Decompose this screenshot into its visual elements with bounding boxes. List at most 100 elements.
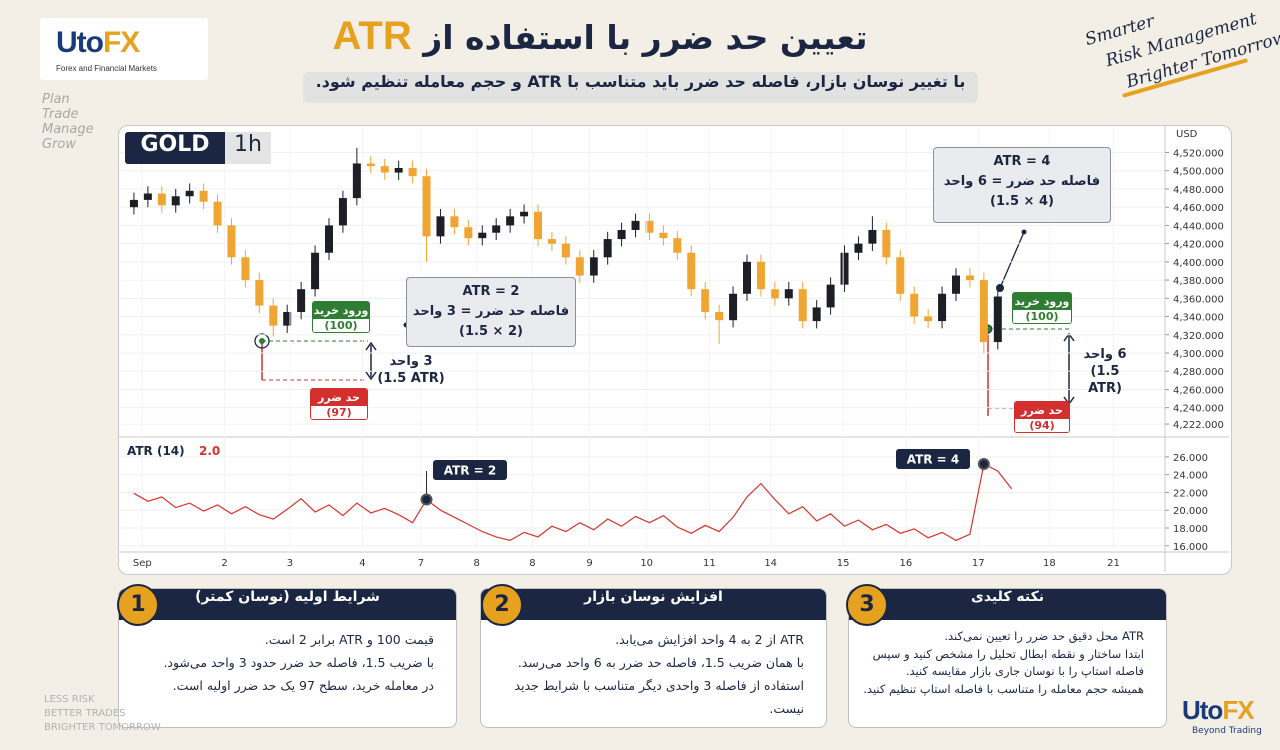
title: تعیین حد ضرر با استفاده از ATR: [300, 14, 900, 59]
symbol-badge: GOLD: [125, 132, 225, 164]
candle-body: [185, 190, 194, 197]
y-tick-label: 4,420.000: [1173, 240, 1224, 251]
candle-body: [325, 225, 333, 253]
info-line: (1.5 × 4): [990, 194, 1054, 209]
info-line: فاصله حد ضرر = 6 واحد: [943, 174, 1101, 189]
candle-body: [603, 239, 612, 258]
x-tick-label: 16: [899, 558, 912, 569]
brand-main: Uto: [1182, 695, 1223, 725]
y-tick-label: 4,260.000: [1173, 385, 1224, 396]
x-tick-label: Sep: [133, 558, 152, 569]
candle-body: [617, 229, 626, 240]
atr-point: [420, 493, 433, 506]
stop-label: حد ضرر: [311, 389, 367, 406]
info-line: (1.5 × 2): [459, 324, 523, 339]
y-tick-label: 4,280.000: [1173, 367, 1224, 378]
info-box: ATR = 4 فاصله حد ضرر = 6 واحد (1.5 × 4): [933, 147, 1111, 223]
candle-body: [534, 211, 542, 240]
card-line: استفاده از فاصله 3 واحدی دیگر متناسب با …: [514, 678, 804, 716]
side-word: Plan: [42, 92, 70, 107]
candle-body: [311, 252, 320, 290]
atr-line: [133, 463, 1013, 542]
distance-atr: (1.5 ATR): [377, 371, 445, 386]
x-tick-label: 14: [764, 558, 777, 569]
card-line: قیمت 100 و ATR برابر 2 است.: [264, 632, 434, 647]
card: نکته کلیدی ATR محل دقیق حد ضرر را تعیین …: [848, 588, 1167, 728]
y-unit: USD: [1176, 129, 1198, 140]
candle-body: [283, 311, 292, 326]
side-word: Trade: [42, 107, 79, 122]
candle-body: [450, 216, 459, 228]
callout-box: [433, 460, 507, 480]
candle-body: [255, 280, 264, 306]
card-title: نکته کلیدی: [849, 589, 1166, 620]
distance-label: 6 واحد (1.5 ATR): [1072, 346, 1138, 397]
card-line: در معامله خرید، سطح 97 یک حد ضرر اولیه ا…: [172, 678, 434, 693]
candle-body: [269, 305, 278, 326]
card-line: با ضریب 1.5، فاصله حد ضرر حدود 3 واحد می…: [163, 655, 434, 670]
candle-body: [979, 280, 988, 343]
entry-tag: ورود خرید (100): [312, 301, 370, 333]
candle-body: [826, 284, 835, 308]
candle-body: [464, 227, 473, 239]
candle-body: [478, 232, 487, 239]
info-line: ATR = 4: [993, 154, 1051, 169]
card-number: 2: [481, 584, 523, 626]
y-tick-label: 4,320.000: [1173, 331, 1224, 342]
card-line: ATR از 2 به 4 واحد افزایش می‌یابد.: [615, 632, 804, 647]
candle-body: [965, 275, 974, 281]
y-tick-label: 4,222.000: [1173, 420, 1224, 431]
y-tick-label: 4,440.000: [1173, 221, 1224, 232]
entry-value: (100): [1013, 310, 1071, 323]
candle-body: [784, 289, 793, 299]
candle-body: [143, 193, 152, 200]
card-number: 3: [846, 584, 888, 626]
x-tick-label: 7: [418, 558, 424, 569]
candle-body: [715, 311, 724, 321]
info-line: فاصله حد ضرر = 3 واحد: [412, 304, 570, 319]
candle-body: [520, 211, 529, 217]
entry-dot: [259, 338, 265, 344]
entry-label: ورود خرید: [1013, 293, 1071, 310]
logo-sub: Forex and Financial Markets: [56, 64, 157, 73]
logo-accent: FX: [102, 26, 140, 59]
entry-marker: [254, 333, 270, 349]
candle-body: [157, 193, 166, 206]
x-tick-label: 15: [837, 558, 850, 569]
y-tick-label: 4,340.000: [1173, 313, 1224, 324]
y-tick-label: 4,240.000: [1173, 404, 1224, 415]
entry-tag: ورود خرید (100): [1012, 292, 1072, 324]
footer-line: BRIGHTER TOMORROW: [44, 722, 161, 733]
candle-body: [896, 257, 905, 294]
callout-text: ATR = 4: [907, 453, 960, 467]
y-tick-label: 4,300.000: [1173, 349, 1224, 360]
x-tick-label: 8: [529, 558, 535, 569]
candle-body: [938, 293, 947, 322]
legend-value: 2.0: [199, 444, 220, 458]
distance-label: 3 واحد (1.5 ATR): [376, 353, 446, 387]
callout-text: ATR = 2: [444, 464, 497, 478]
timeframe-badge: 1h: [225, 132, 271, 164]
leader-dot: [1021, 229, 1027, 235]
card-body: قیمت 100 و ATR برابر 2 است. با ضریب 1.5،…: [119, 620, 456, 697]
x-tick-label: 21: [1107, 558, 1120, 569]
x-tick-label: 8: [474, 558, 480, 569]
stop-value: (94): [1015, 419, 1069, 432]
y-tick-label: 20.000: [1173, 506, 1208, 517]
info-box: ATR = 2 فاصله حد ضرر = 3 واحد (1.5 × 2): [406, 277, 576, 347]
candle-body: [840, 252, 849, 285]
candle-body: [910, 293, 919, 317]
x-tick-label: 9: [586, 558, 592, 569]
candle-body: [952, 275, 960, 294]
x-tick-label: 4: [359, 558, 365, 569]
candle-body: [993, 296, 1002, 343]
candle-body: [631, 220, 640, 230]
candle-body: [171, 196, 180, 206]
candle-body: [882, 229, 891, 258]
y-tick-label: 22.000: [1173, 488, 1208, 499]
logo-main: Uto: [56, 26, 104, 59]
footer-left: LESS RISK BETTER TRADES BRIGHTER TOMORRO…: [44, 693, 161, 735]
candle-body: [673, 238, 682, 253]
card-line: ATR محل دقیق حد ضرر را تعیین نمی‌کند.: [944, 629, 1144, 643]
